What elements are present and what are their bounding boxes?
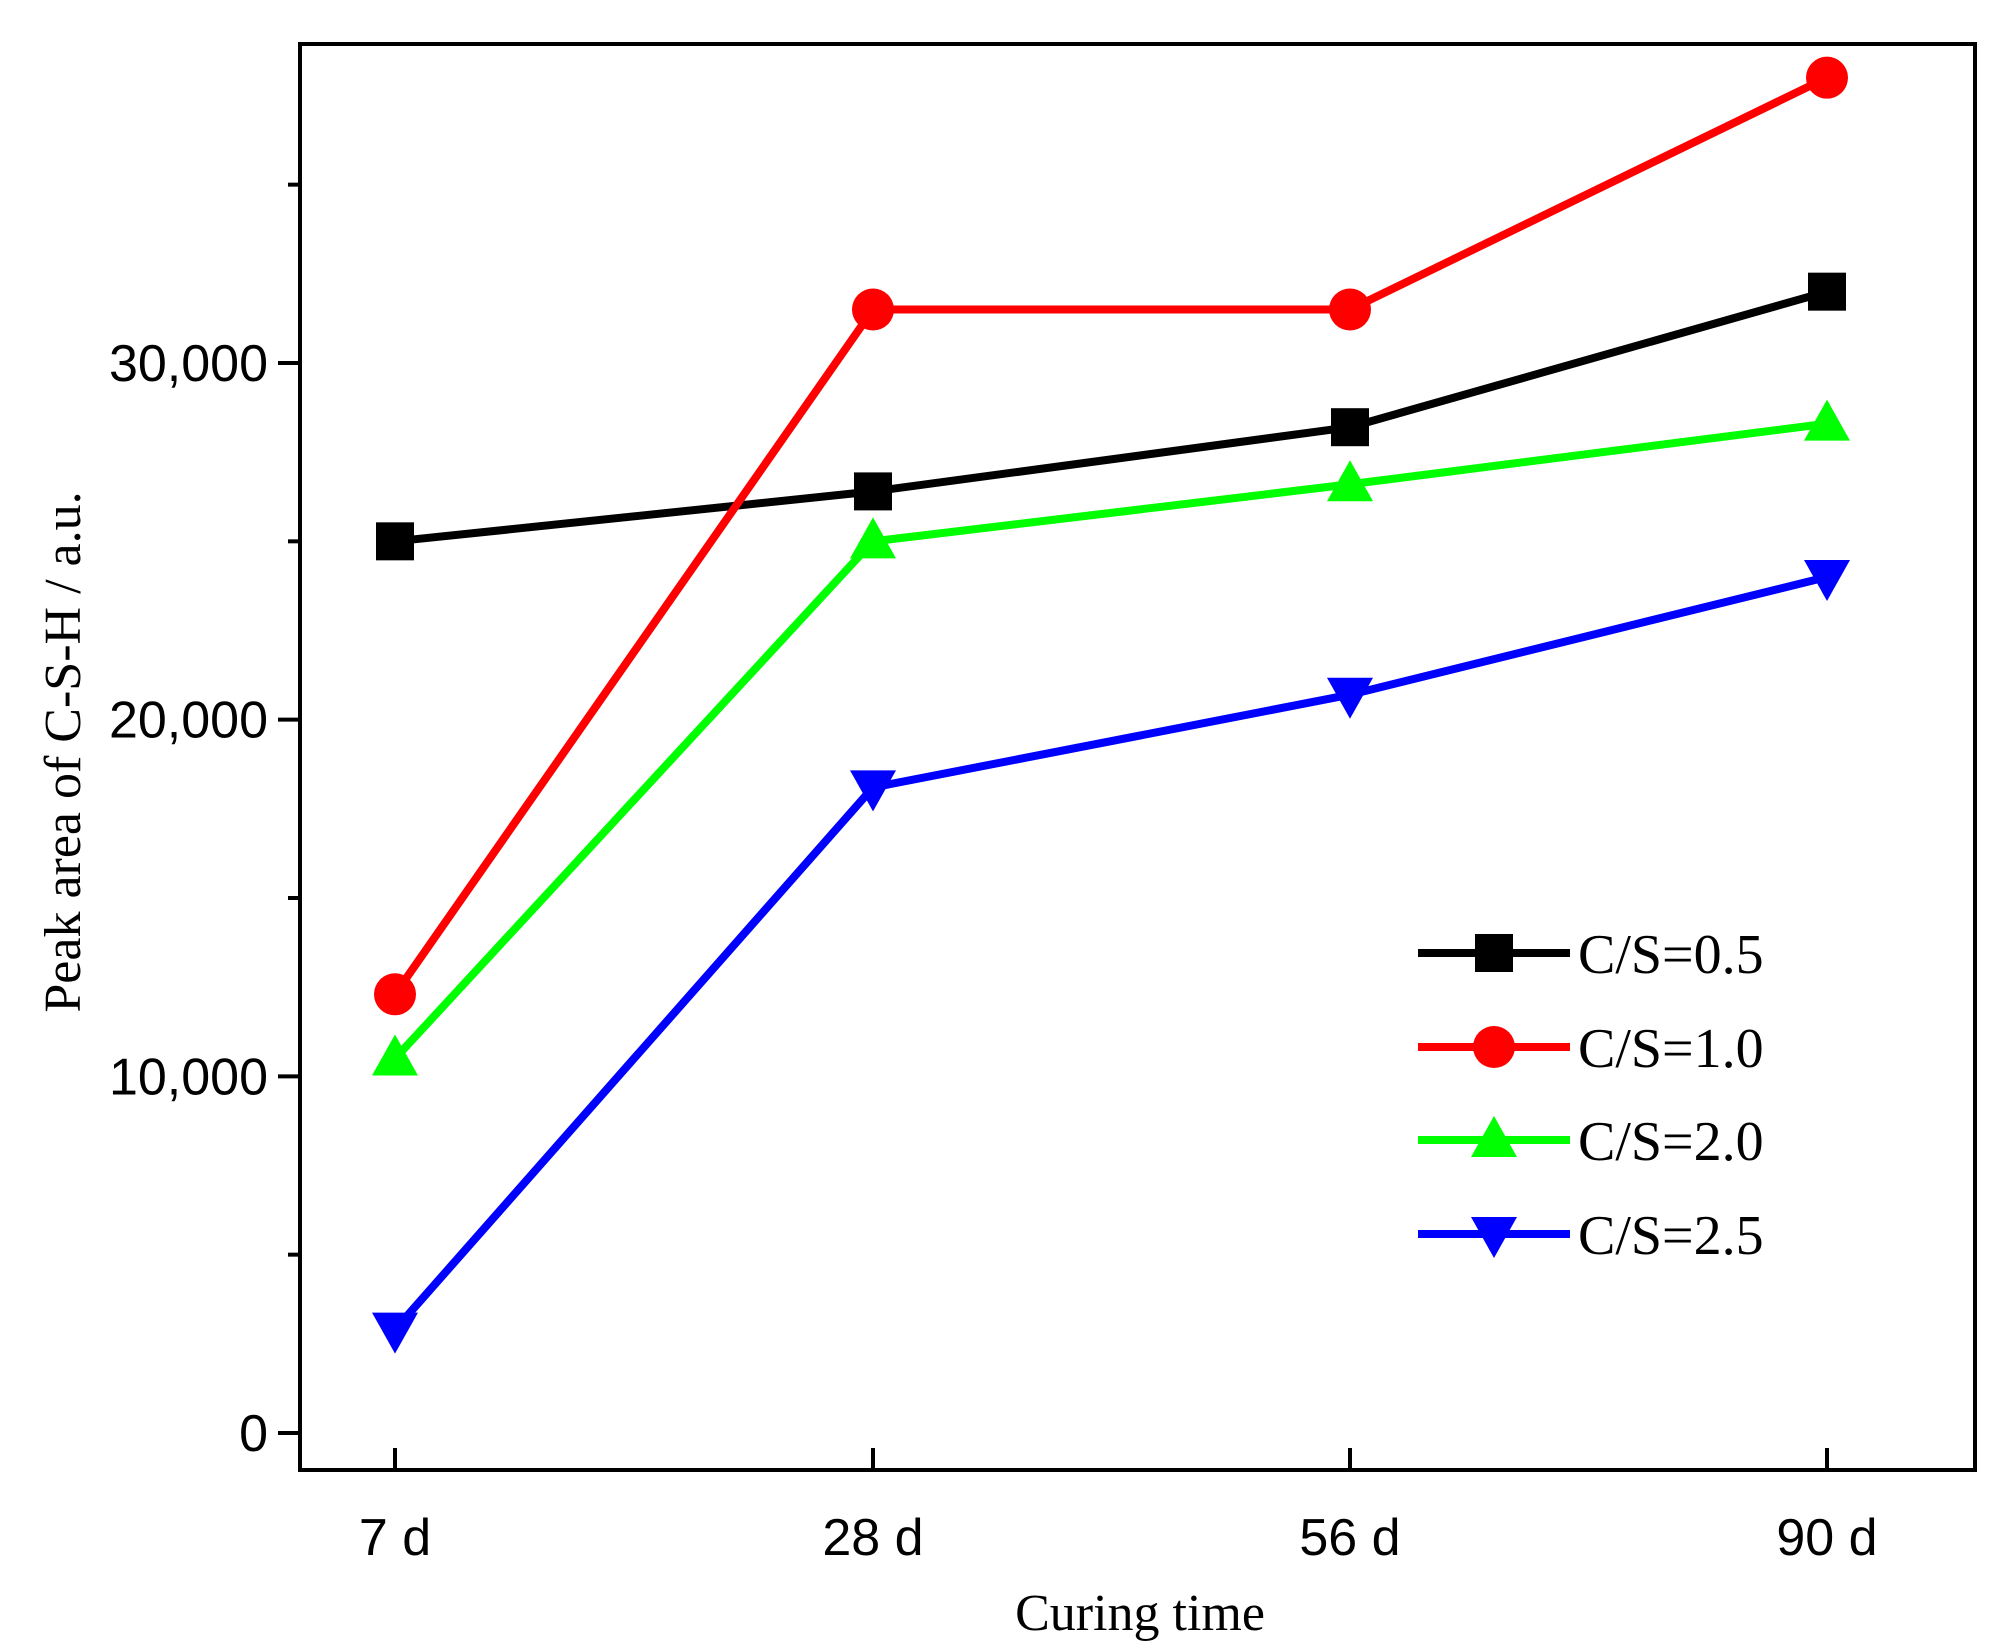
legend-label: C/S=2.0 — [1578, 1111, 1764, 1173]
y-tick-label: 20,000 — [109, 692, 268, 750]
legend-marker — [1471, 1116, 1517, 1157]
x-tick-label: 7 d — [359, 1509, 431, 1567]
data-point — [376, 522, 414, 561]
series-line — [391, 573, 1828, 1333]
data-point — [850, 770, 896, 812]
y-tick-label: 10,000 — [109, 1048, 268, 1106]
y-axis-title: Peak area of C-S-H / a.u. — [35, 491, 92, 1012]
data-point — [850, 517, 896, 559]
legend-label: C/S=0.5 — [1578, 924, 1764, 986]
data-point — [1329, 288, 1371, 331]
legend: C/S=0.5 C/S=1.0 C/S=2.0 C/S=2.5 — [1418, 924, 1764, 1267]
data-point — [1327, 460, 1373, 502]
data-point — [854, 472, 892, 511]
series-C/S=0.5 — [376, 272, 1846, 561]
x-axis-ticks: 7 d 28 d 56 d 90 d — [359, 1448, 1878, 1567]
y-tick-label: 0 — [239, 1405, 268, 1463]
data-point — [374, 973, 416, 1016]
series-C/S=2.5 — [372, 560, 1850, 1354]
legend-item: C/S=2.5 — [1418, 1205, 1764, 1267]
series-line — [394, 287, 1829, 546]
x-tick-label: 56 d — [1299, 1509, 1400, 1567]
legend-marker — [1473, 1026, 1515, 1068]
legend-item: C/S=2.0 — [1418, 1111, 1764, 1173]
data-point — [1808, 272, 1846, 311]
data-point — [1806, 56, 1848, 99]
series-C/S=2.0 — [372, 399, 1850, 1076]
data-point — [372, 1034, 418, 1076]
plot-frame — [298, 42, 1977, 1472]
series-C/S=1.0 — [374, 56, 1848, 1016]
x-axis-title: Curing time — [1015, 1585, 1265, 1642]
data-point — [1804, 560, 1850, 601]
legend-label: C/S=1.0 — [1578, 1018, 1764, 1080]
data-point — [1327, 677, 1373, 719]
data-point — [1804, 399, 1850, 441]
x-tick-label: 28 d — [822, 1509, 923, 1567]
y-axis-ticks: 0 10,000 20,000 30,000 — [109, 182, 300, 1463]
data-point — [372, 1312, 418, 1354]
legend-marker — [1475, 934, 1513, 972]
series-line — [391, 74, 1829, 997]
legend-label: C/S=2.5 — [1578, 1205, 1764, 1267]
data-point — [1331, 408, 1369, 447]
legend-item: C/S=0.5 — [1418, 924, 1764, 986]
series-line — [392, 419, 1828, 1062]
data-point — [852, 288, 894, 331]
legend-marker — [1471, 1217, 1517, 1258]
x-tick-label: 90 d — [1776, 1509, 1877, 1567]
axes — [298, 42, 1977, 1472]
y-tick-label: 30,000 — [109, 335, 268, 393]
series-layer — [372, 56, 1850, 1354]
legend-item: C/S=1.0 — [1418, 1018, 1764, 1080]
